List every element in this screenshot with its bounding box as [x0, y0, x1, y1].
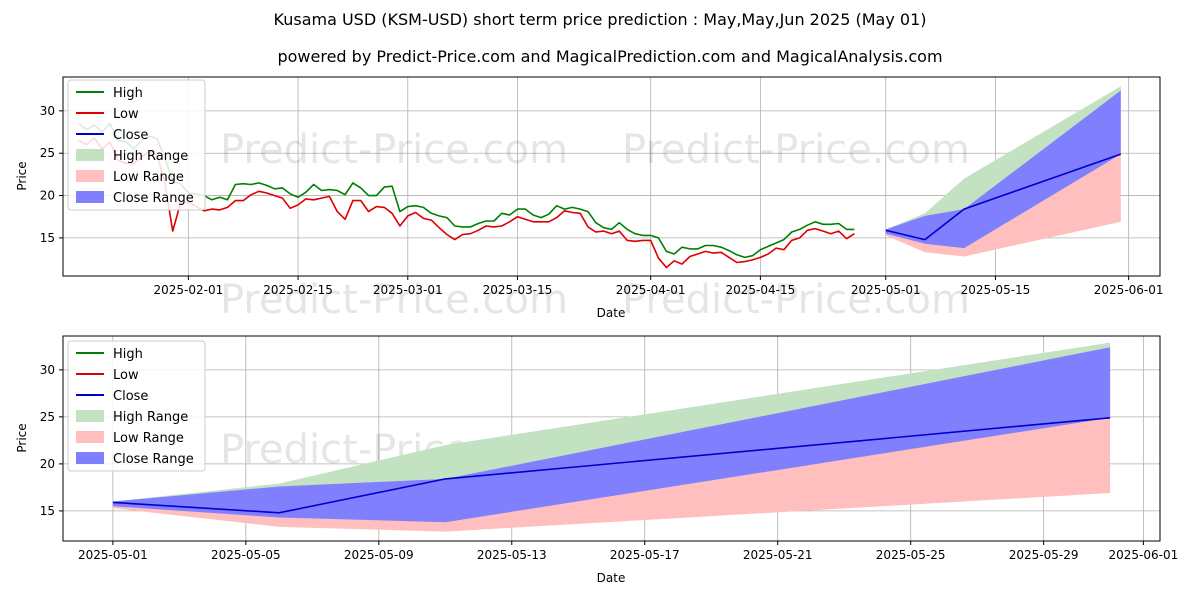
- y-tick-label: 15: [40, 231, 55, 245]
- chart-title: Kusama USD (KSM-USD) short term price pr…: [274, 10, 927, 29]
- x-tick-label: 2025-05-25: [876, 548, 946, 562]
- bottom-plot-frame: [62, 335, 1161, 542]
- legend-swatch-close-range: [76, 191, 104, 203]
- watermark-text: Predict-Price.com: [220, 127, 568, 173]
- legend-label-high: High: [113, 347, 143, 362]
- x-tick-label: 2025-05-21: [743, 548, 813, 562]
- x-tick-label: 2025-05-05: [211, 548, 281, 562]
- close-series-line: [885, 153, 1122, 241]
- x-tick-label: 2025-02-01: [153, 283, 223, 297]
- y-tick-label: 30: [40, 104, 55, 118]
- y-tick-label: 20: [40, 189, 55, 203]
- bottom-y-axis-label: Price: [15, 423, 29, 452]
- legend-label-low-range: Low Range: [113, 431, 184, 446]
- x-tick-label: 2025-06-01: [1094, 283, 1164, 297]
- top-watermark: Predict-Price.com Predict-Price.com Pred…: [220, 127, 970, 323]
- x-tick-label: 2025-05-09: [344, 548, 414, 562]
- x-tick-label: 2025-02-15: [263, 283, 333, 297]
- x-tick-label: 2025-05-01: [851, 283, 921, 297]
- top-y-axis: 15 20 25 30: [40, 104, 63, 245]
- legend-swatch-high-range: [76, 410, 104, 422]
- x-tick-label: 2025-05-29: [1009, 548, 1079, 562]
- close-range-band: [112, 347, 1111, 523]
- high-series-line: [78, 122, 855, 259]
- plot-area: [112, 342, 1111, 532]
- legend-label-high-range: High Range: [113, 149, 188, 164]
- x-tick-label: 2025-05-13: [477, 548, 547, 562]
- legend-swatch-low-range: [76, 170, 104, 182]
- legend-label-low: Low: [113, 107, 139, 122]
- y-tick-label: 25: [40, 410, 55, 424]
- close-series-line: [112, 417, 1111, 514]
- x-tick-label: 2025-03-01: [373, 283, 443, 297]
- legend-label-high: High: [113, 86, 143, 101]
- bottom-chart-panel: Predict-Price.com Predict-Price.com 2025…: [15, 335, 1178, 585]
- top-legend: High Low Close High Range Low Range Close Ran…: [67, 79, 206, 211]
- top-y-axis-label: Price: [15, 161, 29, 190]
- top-x-axis-label: Date: [597, 306, 626, 320]
- y-tick-label: 15: [40, 504, 55, 518]
- top-plot-marks: [78, 86, 1122, 269]
- close-range-band: [885, 90, 1121, 249]
- top-plot-frame: [62, 76, 1161, 277]
- y-tick-label: 25: [40, 146, 55, 160]
- legend-label-low-range: Low Range: [113, 170, 184, 185]
- bottom-x-axis: 2025-05-01 2025-05-05 2025-05-09 2025-05-13…: [78, 541, 1178, 562]
- x-tick-label: 2025-04-15: [726, 283, 796, 297]
- x-tick-label: 2025-04-01: [616, 283, 686, 297]
- x-tick-label: 2025-05-17: [610, 548, 680, 562]
- bottom-x-axis-label: Date: [597, 571, 626, 585]
- bottom-y-axis: 15 20 25 30: [40, 363, 63, 518]
- legend-label-close-range: Close Range: [113, 452, 194, 467]
- chart-subtitle: powered by Predict-Price.com and Magical…: [277, 47, 942, 66]
- y-tick-label: 20: [40, 457, 55, 471]
- low-series-line: [78, 137, 855, 269]
- legend-label-close-range: Close Range: [113, 191, 194, 206]
- legend-swatch-close-range: [76, 452, 104, 464]
- watermark-text: Predict-Price.com: [622, 277, 970, 323]
- legend-label-low: Low: [113, 368, 139, 383]
- legend-swatch-low-range: [76, 431, 104, 443]
- x-tick-label: 2025-06-01: [1109, 548, 1179, 562]
- bottom-plot-marks: [112, 342, 1111, 532]
- legend-label-close: Close: [113, 389, 148, 404]
- x-tick-label: 2025-05-01: [78, 548, 148, 562]
- high-range-band: [885, 86, 1121, 233]
- watermark-text: Predict-Price.com: [220, 277, 568, 323]
- x-tick-label: 2025-05-15: [961, 283, 1031, 297]
- watermark-text: Predict-Price.com: [622, 127, 970, 173]
- plot-area: [78, 86, 1122, 269]
- high-range-band: [112, 342, 1111, 506]
- bottom-legend: High Low Close High Range Low Range Close Ran…: [67, 340, 206, 472]
- legend-label-close: Close: [113, 128, 148, 143]
- top-x-axis: 2025-02-01 2025-02-15 2025-03-01 2025-03-15…: [153, 276, 1164, 297]
- x-tick-label: 2025-03-15: [483, 283, 553, 297]
- legend-swatch-high-range: [76, 149, 104, 161]
- top-chart-panel: Predict-Price.com Predict-Price.com Pred…: [15, 76, 1164, 323]
- y-tick-label: 30: [40, 363, 55, 377]
- legend-label-high-range: High Range: [113, 410, 188, 425]
